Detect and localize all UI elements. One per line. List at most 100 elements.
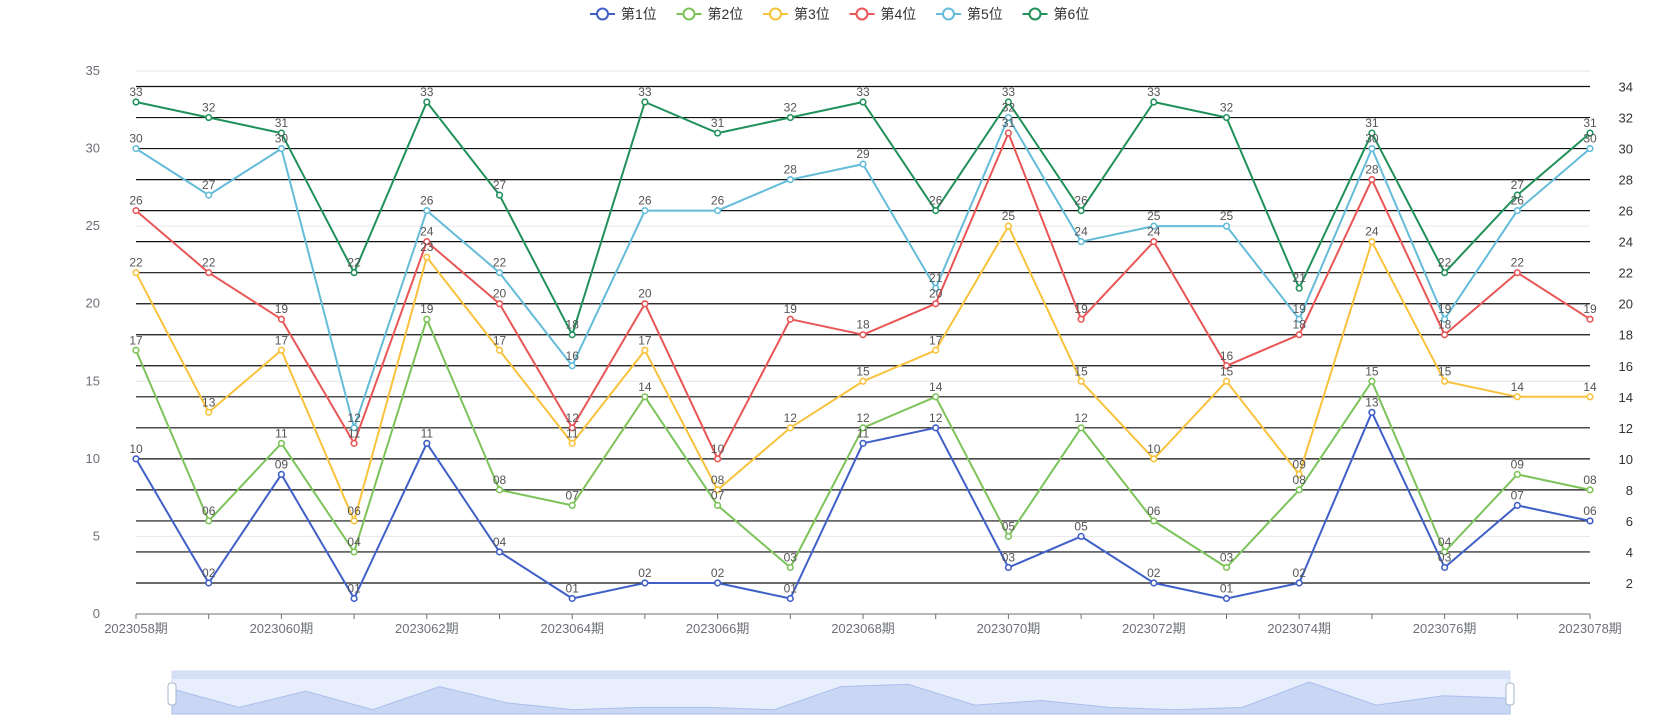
data-point[interactable] [132,144,140,153]
data-point[interactable] [132,346,140,354]
data-point[interactable] [568,439,576,447]
data-point[interactable] [423,238,431,246]
data-point[interactable] [1004,532,1013,541]
data-point[interactable] [641,98,649,106]
data-point[interactable] [1368,408,1376,416]
data-point[interactable] [205,269,213,277]
data-point[interactable] [1586,129,1594,137]
data-point[interactable] [1368,144,1376,153]
data-point[interactable] [277,470,286,478]
legend-item[interactable]: 第5位 [936,6,1003,22]
data-point[interactable] [132,269,140,277]
data-point[interactable] [1586,144,1594,153]
data-point[interactable] [205,579,213,587]
data-point[interactable] [713,486,722,494]
data-point[interactable] [277,129,286,137]
data-point[interactable] [786,113,794,122]
data-point[interactable] [713,501,722,510]
data-point[interactable] [1440,548,1449,556]
zoom-drag-bar[interactable] [172,671,1510,679]
data-point[interactable] [350,439,358,447]
data-point[interactable] [1150,98,1158,106]
data-point[interactable] [132,207,140,215]
data-point[interactable] [1295,579,1303,587]
data-point[interactable] [495,346,504,354]
data-point[interactable] [1513,470,1521,478]
data-point[interactable] [1222,377,1231,385]
data-point[interactable] [786,563,794,572]
data-point[interactable] [932,346,940,354]
zoom-handle-left[interactable] [167,682,177,706]
data-point[interactable] [1513,501,1521,510]
data-point[interactable] [350,594,358,603]
data-point[interactable] [423,207,431,215]
data-point[interactable] [859,377,867,385]
data-point[interactable] [1513,269,1521,277]
data-point[interactable] [786,594,794,603]
data-point[interactable] [1077,424,1085,432]
data-point[interactable] [1150,517,1158,525]
data-point[interactable] [1295,470,1303,478]
data-point[interactable] [859,160,867,168]
data-point[interactable] [932,300,940,308]
legend-item[interactable]: 第4位 [849,6,917,22]
data-point[interactable] [1004,98,1013,106]
data-point[interactable] [1513,393,1521,401]
data-point[interactable] [1150,238,1158,246]
data-point[interactable] [423,253,431,261]
data-point[interactable] [205,408,213,416]
data-point[interactable] [641,579,649,587]
data-point[interactable] [277,315,286,323]
data-point[interactable] [132,455,140,463]
data-point[interactable] [205,191,213,199]
data-point[interactable] [1004,113,1013,122]
data-point[interactable] [1077,238,1085,246]
data-point[interactable] [1077,315,1085,323]
data-point[interactable] [350,548,358,556]
data-point[interactable] [932,207,940,215]
data-point[interactable] [1440,269,1449,277]
data-point[interactable] [1440,331,1449,339]
data-point[interactable] [423,439,431,447]
data-point[interactable] [641,346,649,354]
data-point[interactable] [495,300,504,308]
data-point[interactable] [1586,486,1594,494]
legend-item[interactable]: 第3位 [763,6,830,22]
data-point[interactable] [1513,191,1521,199]
data-point[interactable] [1222,113,1231,122]
data-point[interactable] [1368,129,1376,137]
data-point[interactable] [1004,563,1013,572]
data-point[interactable] [932,393,940,401]
data-point[interactable] [495,269,504,277]
data-point[interactable] [1077,377,1085,385]
data-point[interactable] [277,144,286,153]
data-zoom-slider[interactable] [167,670,1515,715]
data-point[interactable] [1004,129,1013,137]
data-point[interactable] [1586,315,1594,323]
data-point[interactable] [786,424,794,432]
data-point[interactable] [713,207,722,215]
data-point[interactable] [1586,393,1594,401]
data-point[interactable] [859,424,867,432]
data-point[interactable] [932,424,940,432]
data-point[interactable] [1513,207,1521,215]
data-point[interactable] [1004,222,1013,230]
data-point[interactable] [1368,377,1376,385]
data-point[interactable] [859,98,867,106]
data-point[interactable] [713,455,722,463]
data-point[interactable] [1440,563,1449,572]
data-point[interactable] [859,439,867,447]
data-point[interactable] [350,424,358,432]
legend-item[interactable]: 第6位 [1022,6,1090,22]
data-point[interactable] [1295,315,1303,323]
data-point[interactable] [277,346,286,354]
data-point[interactable] [423,315,431,323]
data-point[interactable] [786,315,794,323]
zoom-handle-right[interactable] [1505,682,1515,706]
data-point[interactable] [1586,517,1594,525]
data-point[interactable] [495,548,504,556]
data-point[interactable] [568,331,576,339]
data-point[interactable] [1077,207,1085,215]
data-point[interactable] [1077,532,1085,541]
data-point[interactable] [495,486,504,494]
